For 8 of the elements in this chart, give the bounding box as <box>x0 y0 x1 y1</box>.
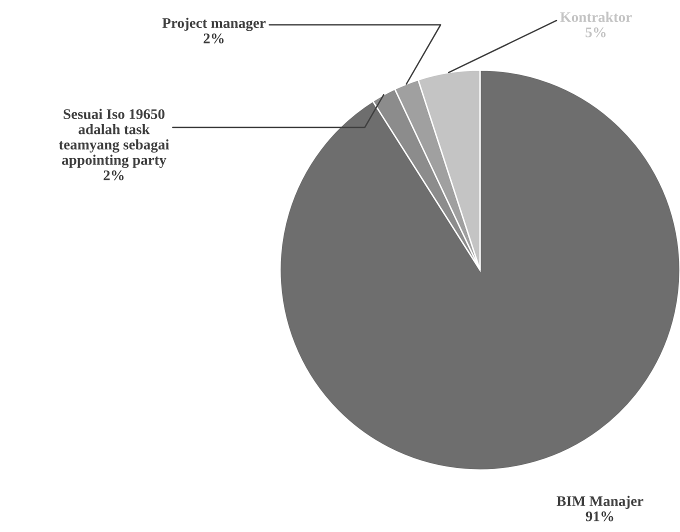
data-label: 2% <box>204 33 224 44</box>
slice-label: Kontraktor <box>560 12 632 22</box>
slice-label: BIM Manajer <box>556 496 644 509</box>
data-label: 2% <box>104 170 124 180</box>
slice-label: Project manager <box>162 18 266 32</box>
data-label: 91% <box>586 511 614 522</box>
slice-label: Sesuai Iso 19650 adalah task teamyang sebagai appointing party <box>58 108 170 168</box>
data-label: 5% <box>586 27 606 38</box>
